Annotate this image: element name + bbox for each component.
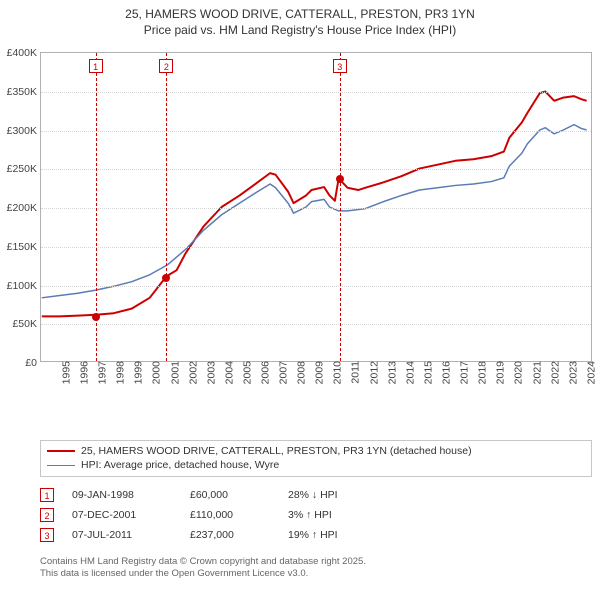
y-tick-label: £400K bbox=[1, 47, 37, 59]
transaction-diff: 3% ↑ HPI bbox=[288, 509, 388, 521]
x-tick-label: 1995 bbox=[60, 361, 62, 384]
x-tick-label: 2003 bbox=[205, 361, 207, 384]
x-tick-label: 2009 bbox=[314, 361, 316, 384]
table-row: 1 09-JAN-1998 £60,000 28% ↓ HPI bbox=[40, 485, 592, 505]
x-tick-label: 2018 bbox=[477, 361, 479, 384]
transaction-badge: 1 bbox=[40, 488, 54, 502]
transaction-marker-badge: 1 bbox=[89, 59, 103, 73]
transaction-vline bbox=[166, 53, 167, 361]
table-row: 2 07-DEC-2001 £110,000 3% ↑ HPI bbox=[40, 505, 592, 525]
gridline bbox=[41, 169, 591, 170]
transaction-vline bbox=[340, 53, 341, 361]
x-tick-label: 2020 bbox=[513, 361, 515, 384]
y-tick-label: £150K bbox=[1, 241, 37, 253]
y-tick-label: £50K bbox=[1, 318, 37, 330]
series-price_paid bbox=[42, 92, 587, 317]
x-tick-label: 2013 bbox=[386, 361, 388, 384]
marker-dot bbox=[92, 313, 100, 321]
y-tick-label: £200K bbox=[1, 202, 37, 214]
y-tick-label: £250K bbox=[1, 163, 37, 175]
transaction-marker-badge: 2 bbox=[159, 59, 173, 73]
transaction-date: 09-JAN-1998 bbox=[72, 489, 172, 501]
transaction-diff: 28% ↓ HPI bbox=[288, 489, 388, 501]
line-layer bbox=[41, 53, 591, 361]
x-tick-label: 1996 bbox=[78, 361, 80, 384]
x-tick-label: 1998 bbox=[115, 361, 117, 384]
title-line1: 25, HAMERS WOOD DRIVE, CATTERALL, PRESTO… bbox=[0, 6, 600, 22]
transaction-diff: 19% ↑ HPI bbox=[288, 529, 388, 541]
x-tick-label: 1997 bbox=[97, 361, 99, 384]
x-tick-label: 2008 bbox=[296, 361, 298, 384]
legend-item: 25, HAMERS WOOD DRIVE, CATTERALL, PRESTO… bbox=[47, 444, 585, 458]
x-tick-label: 2002 bbox=[187, 361, 189, 384]
x-tick-label: 2024 bbox=[585, 361, 587, 384]
transaction-price: £237,000 bbox=[190, 529, 270, 541]
x-tick-label: 2005 bbox=[241, 361, 243, 384]
table-row: 3 07-JUL-2011 £237,000 19% ↑ HPI bbox=[40, 525, 592, 545]
x-tick-label: 2001 bbox=[169, 361, 171, 384]
x-tick-label: 2006 bbox=[259, 361, 261, 384]
transaction-badge: 3 bbox=[40, 528, 54, 542]
y-tick-label: £0 bbox=[1, 357, 37, 369]
chart: £0 £50K £100K £150K £200K £250K £300K £350K £400… bbox=[0, 42, 600, 422]
title-line2: Price paid vs. HM Land Registry's House … bbox=[0, 22, 600, 38]
x-tick-label: 2017 bbox=[459, 361, 461, 384]
plot-area: £0£50K£100K£150K£200K£250K£300K£350K£400… bbox=[40, 52, 592, 362]
attribution: Contains HM Land Registry data © Crown c… bbox=[40, 556, 592, 581]
x-tick-label: 2019 bbox=[495, 361, 497, 384]
gridline bbox=[41, 286, 591, 287]
transactions-table: 1 09-JAN-1998 £60,000 28% ↓ HPI 2 07-DEC… bbox=[40, 485, 592, 545]
gridline bbox=[41, 92, 591, 93]
transaction-marker-badge: 3 bbox=[333, 59, 347, 73]
transaction-price: £110,000 bbox=[190, 509, 270, 521]
x-tick-label: 2022 bbox=[549, 361, 551, 384]
marker-dot bbox=[162, 274, 170, 282]
legend-swatch bbox=[47, 465, 75, 466]
legend-item: HPI: Average price, detached house, Wyre bbox=[47, 458, 585, 472]
x-tick-label: 2010 bbox=[332, 361, 334, 384]
legend-label: 25, HAMERS WOOD DRIVE, CATTERALL, PRESTO… bbox=[81, 445, 472, 457]
gridline bbox=[41, 247, 591, 248]
transaction-price: £60,000 bbox=[190, 489, 270, 501]
x-tick-label: 2000 bbox=[151, 361, 153, 384]
x-tick-label: 2021 bbox=[531, 361, 533, 384]
marker-dot bbox=[336, 175, 344, 183]
transaction-date: 07-DEC-2001 bbox=[72, 509, 172, 521]
x-tick-label: 2012 bbox=[368, 361, 370, 384]
y-tick-label: £100K bbox=[1, 280, 37, 292]
x-tick-label: 2015 bbox=[422, 361, 424, 384]
x-tick-label: 2023 bbox=[567, 361, 569, 384]
chart-title: 25, HAMERS WOOD DRIVE, CATTERALL, PRESTO… bbox=[0, 0, 600, 38]
x-tick-label: 2014 bbox=[404, 361, 406, 384]
gridline bbox=[41, 324, 591, 325]
attribution-line2: This data is licensed under the Open Gov… bbox=[40, 568, 592, 580]
y-tick-label: £300K bbox=[1, 125, 37, 137]
legend: 25, HAMERS WOOD DRIVE, CATTERALL, PRESTO… bbox=[40, 440, 592, 477]
y-tick-label: £350K bbox=[1, 86, 37, 98]
x-tick-label: 2004 bbox=[223, 361, 225, 384]
legend-label: HPI: Average price, detached house, Wyre bbox=[81, 459, 279, 471]
legend-swatch bbox=[47, 450, 75, 452]
transaction-date: 07-JUL-2011 bbox=[72, 529, 172, 541]
gridline bbox=[41, 208, 591, 209]
x-tick-label: 2011 bbox=[349, 361, 351, 384]
transaction-badge: 2 bbox=[40, 508, 54, 522]
x-tick-label: 1999 bbox=[133, 361, 135, 384]
gridline bbox=[41, 131, 591, 132]
x-tick-label: 2007 bbox=[278, 361, 280, 384]
x-tick-label: 2016 bbox=[440, 361, 442, 384]
attribution-line1: Contains HM Land Registry data © Crown c… bbox=[40, 556, 592, 568]
